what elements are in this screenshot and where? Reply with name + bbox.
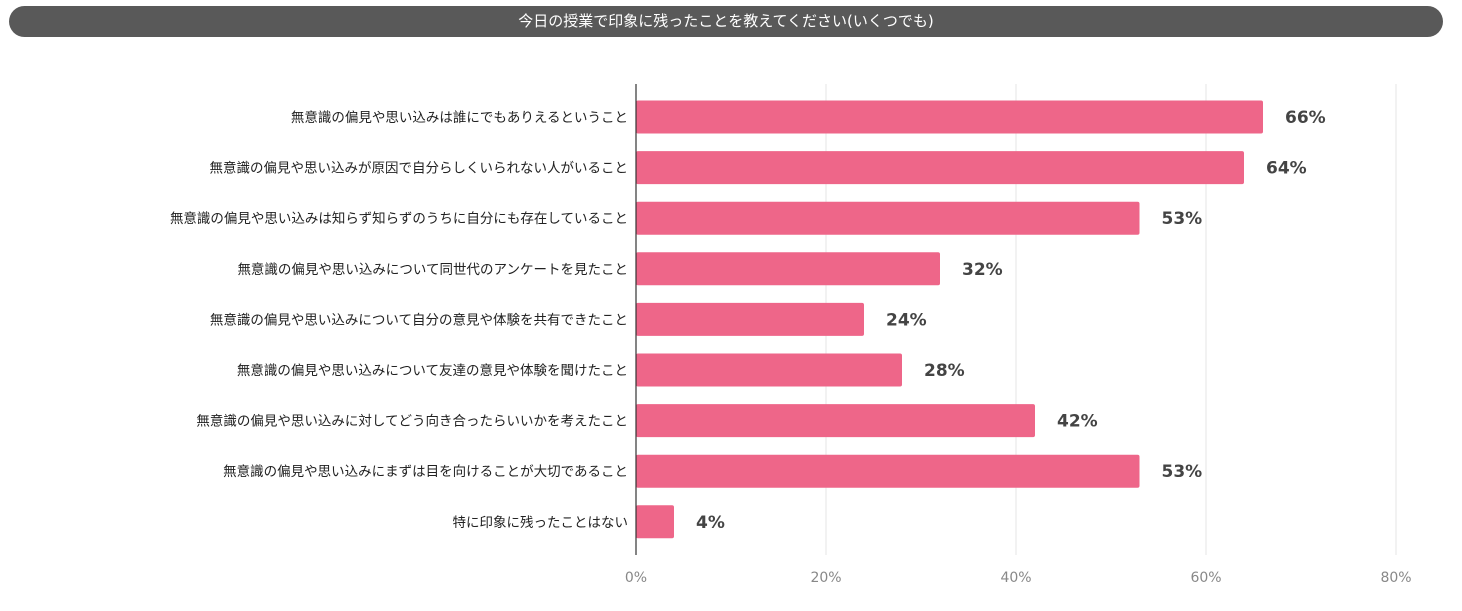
value-label: 64% [1266, 159, 1307, 179]
value-label: 4% [696, 513, 725, 533]
category-label: 無意識の偏見や思い込みについて自分の意見や体験を共有できたこと [210, 311, 628, 328]
x-tick-label: 20% [810, 570, 841, 586]
bar [636, 201, 1140, 235]
bar [636, 505, 674, 539]
chart-title: 今日の授業で印象に残ったことを教えてください(いくつでも) [9, 6, 1443, 37]
category-labels: 無意識の偏見や思い込みは誰にでもありえるということ無意識の偏見や思い込みが原因で… [170, 109, 628, 531]
category-label: 無意識の偏見や思い込みにまずは目を向けることが大切であること [223, 463, 628, 480]
value-label: 53% [1162, 462, 1203, 482]
bar [636, 454, 1140, 488]
bar [636, 151, 1244, 185]
value-label: 53% [1162, 209, 1203, 229]
category-label: 無意識の偏見や思い込みについて同世代のアンケートを見たこと [237, 261, 628, 278]
bar [636, 302, 864, 336]
bar [636, 353, 902, 387]
value-label: 66% [1285, 108, 1326, 128]
category-label: 特に印象に残ったことはない [453, 515, 629, 531]
category-label: 無意識の偏見や思い込みに対してどう向き合ったらいいかを考えたこと [196, 413, 628, 430]
bar [636, 100, 1263, 134]
value-label: 24% [886, 310, 927, 330]
x-tick-label: 60% [1190, 570, 1221, 586]
category-label: 無意識の偏見や思い込みは誰にでもありえるということ [291, 109, 628, 126]
x-axis-ticks: 0% 20% 40% 60% 80% [625, 570, 1412, 586]
category-label: 無意識の偏見や思い込みが原因で自分らしくいられない人がいること [210, 160, 629, 177]
bar [636, 404, 1035, 438]
x-tick-label: 0% [625, 570, 647, 586]
value-label: 42% [1057, 412, 1098, 432]
value-label: 32% [962, 260, 1003, 280]
bar [636, 252, 940, 286]
bars [636, 100, 1263, 539]
x-tick-label: 40% [1000, 570, 1031, 586]
value-labels: 66% 64% 53% 32% 24% 28% 42% 53% 4% [696, 108, 1326, 533]
value-label: 28% [924, 361, 965, 381]
x-tick-label: 80% [1380, 570, 1411, 586]
category-label: 無意識の偏見や思い込みは知らず知らずのうちに自分にも存在していること [170, 210, 628, 227]
category-label: 無意識の偏見や思い込みについて友達の意見や体験を聞けたこと [237, 362, 628, 379]
